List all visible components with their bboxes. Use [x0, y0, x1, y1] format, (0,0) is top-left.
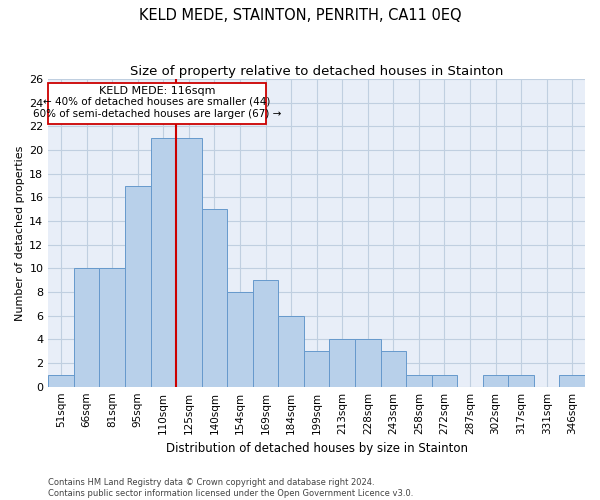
Text: KELD MEDE: 116sqm: KELD MEDE: 116sqm	[98, 86, 215, 96]
X-axis label: Distribution of detached houses by size in Stainton: Distribution of detached houses by size …	[166, 442, 467, 455]
Bar	[329, 340, 355, 386]
FancyBboxPatch shape	[48, 82, 266, 124]
Y-axis label: Number of detached properties: Number of detached properties	[15, 145, 25, 320]
Bar	[202, 210, 227, 386]
Text: 60% of semi-detached houses are larger (67) →: 60% of semi-detached houses are larger (…	[33, 108, 281, 118]
Text: KELD MEDE, STAINTON, PENRITH, CA11 0EQ: KELD MEDE, STAINTON, PENRITH, CA11 0EQ	[139, 8, 461, 22]
Bar	[278, 316, 304, 386]
Bar	[227, 292, 253, 386]
Bar	[406, 375, 431, 386]
Text: Contains HM Land Registry data © Crown copyright and database right 2024.
Contai: Contains HM Land Registry data © Crown c…	[48, 478, 413, 498]
Bar	[483, 375, 508, 386]
Bar	[74, 268, 100, 386]
Bar	[253, 280, 278, 386]
Bar	[380, 351, 406, 386]
Bar	[355, 340, 380, 386]
Bar	[48, 375, 74, 386]
Bar	[100, 268, 125, 386]
Bar	[176, 138, 202, 386]
Title: Size of property relative to detached houses in Stainton: Size of property relative to detached ho…	[130, 65, 503, 78]
Bar	[508, 375, 534, 386]
Bar	[304, 351, 329, 386]
Bar	[431, 375, 457, 386]
Bar	[151, 138, 176, 386]
Bar	[559, 375, 585, 386]
Text: ← 40% of detached houses are smaller (44): ← 40% of detached houses are smaller (44…	[43, 97, 271, 107]
Bar	[125, 186, 151, 386]
